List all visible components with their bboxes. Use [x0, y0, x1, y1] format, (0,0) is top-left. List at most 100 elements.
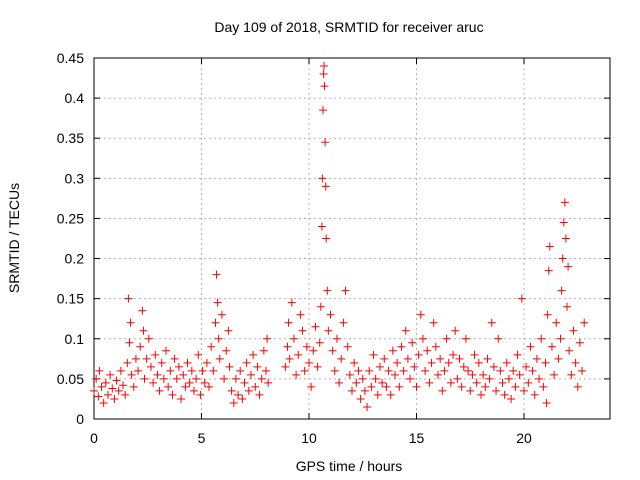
data-point	[438, 386, 447, 395]
data-point	[365, 366, 374, 375]
data-point	[427, 358, 436, 367]
plot-frame	[93, 57, 611, 420]
data-point	[319, 70, 328, 79]
data-point	[249, 350, 258, 359]
data-point	[563, 302, 571, 311]
data-point	[326, 310, 335, 319]
data-point	[552, 318, 561, 327]
data-point	[545, 242, 554, 251]
data-point	[90, 386, 98, 395]
data-point	[352, 378, 361, 387]
data-point	[168, 390, 177, 399]
data-point	[311, 322, 320, 331]
data-point	[316, 302, 325, 311]
data-point	[321, 182, 330, 191]
data-point	[330, 366, 339, 375]
data-point	[136, 342, 145, 351]
y-tick-label: 0.1	[65, 331, 85, 347]
data-point	[292, 370, 301, 379]
data-point	[289, 334, 298, 343]
data-point	[421, 366, 430, 375]
data-point	[565, 346, 574, 355]
data-point	[451, 326, 460, 335]
data-point	[322, 234, 331, 243]
data-point	[470, 350, 479, 359]
data-point	[526, 342, 535, 351]
data-point	[162, 346, 171, 355]
data-point	[142, 354, 151, 363]
data-point	[412, 382, 421, 391]
data-point	[369, 350, 378, 359]
data-point	[350, 358, 359, 367]
data-point	[212, 270, 221, 279]
data-point	[112, 376, 121, 385]
data-point	[284, 318, 293, 327]
data-point	[151, 350, 160, 359]
x-tick-label: 20	[516, 430, 532, 446]
data-point	[500, 390, 509, 399]
data-point	[492, 386, 501, 395]
data-point	[225, 362, 234, 371]
data-point	[397, 342, 406, 351]
data-point	[153, 370, 162, 379]
data-point	[207, 342, 216, 351]
data-point	[259, 346, 268, 355]
data-point	[321, 138, 330, 147]
data-point	[240, 378, 249, 387]
data-point	[544, 266, 553, 275]
data-point	[229, 398, 238, 407]
data-point	[283, 342, 292, 351]
data-point	[318, 106, 327, 115]
data-point	[474, 358, 483, 367]
data-point	[296, 310, 305, 319]
data-point	[157, 358, 166, 367]
data-point	[187, 366, 196, 375]
data-point	[114, 386, 123, 395]
data-point	[494, 334, 503, 343]
data-point	[461, 334, 470, 343]
data-point	[373, 390, 382, 399]
data-point	[337, 354, 346, 363]
data-point	[504, 374, 513, 383]
data-point	[92, 374, 101, 383]
data-point	[307, 382, 316, 391]
data-point	[234, 390, 243, 399]
gridlines	[94, 58, 610, 419]
data-point	[391, 370, 399, 379]
data-point	[99, 398, 108, 407]
data-point	[423, 346, 432, 355]
data-point	[116, 366, 125, 375]
y-tick-label: 0.35	[57, 130, 84, 146]
data-point	[345, 370, 354, 379]
data-points	[90, 62, 589, 411]
data-point	[502, 358, 511, 367]
data-point	[515, 370, 524, 379]
data-point	[444, 358, 453, 367]
data-point	[440, 366, 449, 375]
x-tick-label: 5	[198, 430, 206, 446]
y-tick-label: 0.45	[57, 50, 84, 66]
data-point	[166, 366, 175, 375]
data-point	[164, 382, 173, 391]
data-point	[446, 378, 455, 387]
data-point	[360, 386, 369, 395]
data-point	[255, 390, 264, 399]
data-point	[174, 362, 183, 371]
data-point	[380, 354, 389, 363]
data-point	[569, 326, 578, 335]
x-tick-label: 15	[409, 430, 425, 446]
data-point	[300, 366, 309, 375]
data-point	[103, 390, 112, 399]
data-point	[564, 262, 573, 271]
data-point	[302, 342, 311, 351]
data-point	[97, 382, 106, 391]
data-point	[442, 334, 451, 343]
data-point	[559, 218, 568, 227]
data-point	[528, 366, 537, 375]
data-point	[449, 350, 458, 359]
data-point	[323, 286, 332, 295]
data-point	[220, 374, 229, 383]
data-point	[393, 358, 402, 367]
data-point	[511, 382, 520, 391]
